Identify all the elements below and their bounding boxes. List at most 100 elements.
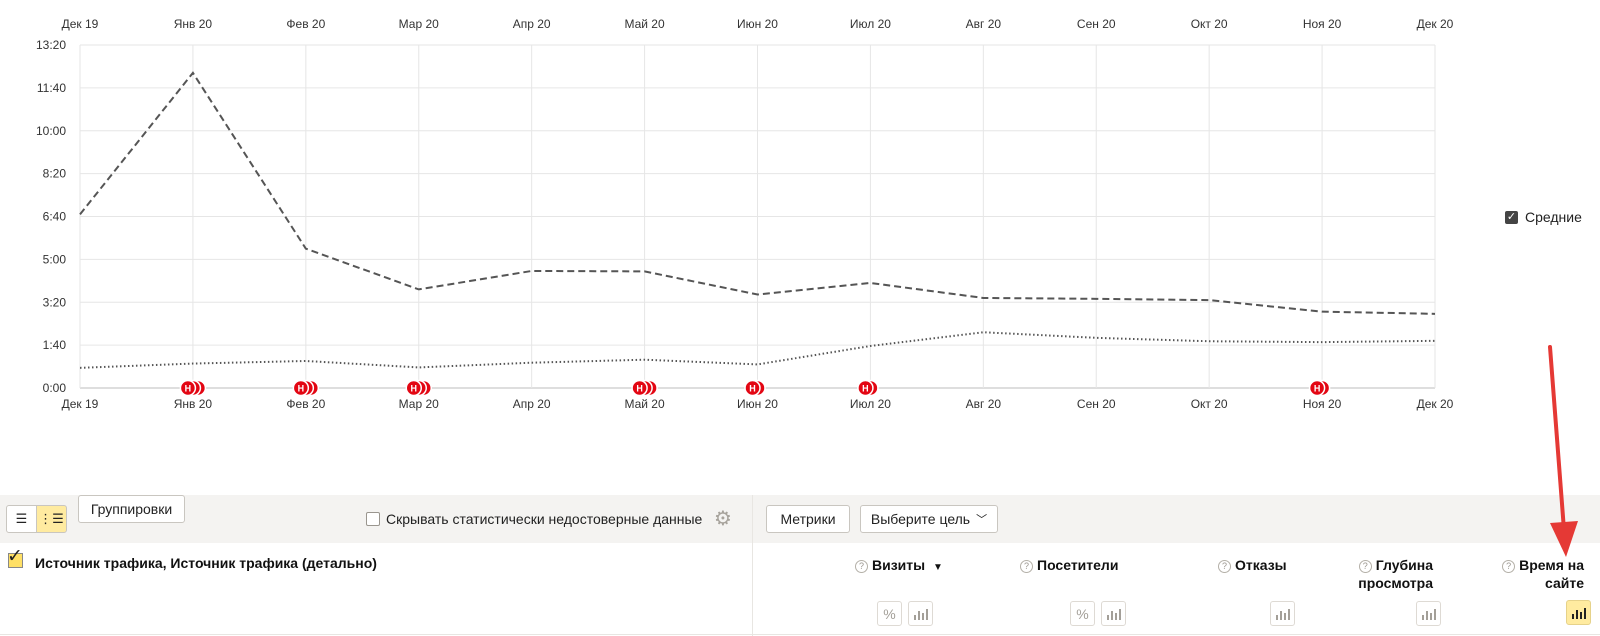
groupings-button[interactable]: Группировки: [78, 495, 185, 523]
bar-chart-icon: [913, 608, 928, 620]
chart-button-page-depth[interactable]: [1416, 601, 1441, 626]
help-icon[interactable]: ?: [1218, 560, 1231, 573]
event-marker: [292, 379, 310, 397]
help-icon[interactable]: ?: [1502, 560, 1516, 573]
list-view-button[interactable]: ☰: [6, 505, 37, 533]
chart-button-bounces[interactable]: [1270, 601, 1295, 626]
bar-chart-icon: [1571, 607, 1586, 619]
x-tick-label-bottom: Июл 20: [850, 397, 891, 411]
x-tick-label-top: Дек 19: [62, 17, 99, 31]
column-time-on-site-line2: сайте: [1545, 575, 1584, 591]
x-tick-label-top: Дек 20: [1417, 17, 1454, 31]
dimensions-checkbox[interactable]: [8, 553, 23, 568]
line-chart-svg: 0:00 1:40 3:20 5:00 6:40 8:20 10:00 11:40 13:20 Д…: [36, 17, 1454, 411]
y-tick-label: 5:00: [43, 252, 67, 266]
chart-button-visitors[interactable]: [1101, 601, 1126, 626]
tree-view-button[interactable]: ⋮☰: [36, 505, 67, 533]
hide-unreliable-checkbox[interactable]: [366, 512, 380, 526]
legend-label: Средние: [1525, 209, 1582, 225]
column-bounces-label: Отказы: [1235, 557, 1287, 573]
view-mode-switch: ☰ ⋮☰: [6, 505, 69, 533]
help-icon[interactable]: ?: [855, 560, 868, 573]
help-icon[interactable]: ?: [1020, 560, 1033, 573]
traffic-chart: 0:00 1:40 3:20 5:00 6:40 8:20 10:00 11:40 13:20 Д…: [36, 17, 1582, 411]
percent-button-visits[interactable]: %: [877, 601, 902, 626]
x-tick-label-top: Июн 20: [737, 17, 778, 31]
y-tick-label: 13:20: [36, 38, 66, 52]
column-bounces[interactable]: ? Отказы: [1218, 556, 1287, 574]
x-tick-label-bottom: Дек 19: [62, 397, 99, 411]
y-tick-label: 10:00: [36, 124, 66, 138]
x-tick-label-top: Июл 20: [850, 17, 891, 31]
column-time-on-site[interactable]: ? Время на сайте: [1500, 556, 1584, 592]
y-tick-label: 1:40: [43, 338, 67, 352]
column-time-on-site-line1: Время на: [1519, 557, 1584, 573]
bar-chart-icon: [1275, 608, 1290, 620]
series-line-dotted: [79, 331, 1436, 369]
y-tick-label: 6:40: [43, 210, 67, 224]
x-tick-label-top: Май 20: [624, 17, 665, 31]
y-tick-label: 0:00: [43, 381, 67, 395]
column-visitors-label: Посетители: [1037, 557, 1119, 573]
x-tick-label-bottom: Мар 20: [399, 397, 439, 411]
event-marker-letter: Н: [862, 384, 869, 394]
y-tick-label: 11:40: [37, 81, 66, 95]
column-visits[interactable]: ? Визиты ▼: [855, 556, 943, 577]
series-line-dashed: [79, 71, 1436, 315]
arrow-head: [1550, 521, 1578, 557]
help-icon[interactable]: ?: [1358, 560, 1372, 573]
x-tick-label-bottom: Окт 20: [1191, 397, 1228, 411]
x-tick-label-bottom: Дек 20: [1417, 397, 1454, 411]
x-tick-label-bottom: Янв 20: [174, 397, 213, 411]
sort-desc-icon[interactable]: ▼: [933, 562, 943, 573]
event-marker: [405, 379, 422, 397]
event-marker-letter: Н: [298, 384, 305, 394]
x-tick-label-bottom: Сен 20: [1077, 397, 1116, 411]
y-tick-label: 3:20: [43, 295, 67, 309]
x-tick-label-top: Окт 20: [1191, 17, 1228, 31]
chart-button-time-on-site[interactable]: [1566, 600, 1591, 625]
event-marker: [1308, 379, 1326, 397]
toolbar-divider: [752, 495, 753, 636]
annotation-arrow: [1548, 345, 1578, 557]
goal-select-value: Выберите цель: [870, 511, 971, 527]
event-marker-letter: Н: [411, 384, 418, 394]
column-page-depth[interactable]: ? Глубина просмотра: [1355, 556, 1433, 592]
x-tick-label-top: Апр 20: [513, 17, 551, 31]
bar-chart-icon: [1106, 608, 1121, 620]
column-page-depth-line2: просмотра: [1358, 575, 1433, 591]
percent-icon: %: [883, 605, 896, 622]
hide-unreliable-toggle[interactable]: Скрывать статистически недостоверные дан…: [366, 511, 702, 527]
x-tick-label-top: Авг 20: [966, 17, 1002, 31]
x-tick-label-bottom: Май 20: [624, 397, 665, 411]
event-marker: [631, 379, 648, 397]
list-icon: ☰: [15, 511, 28, 526]
metrics-button[interactable]: Метрики: [766, 505, 850, 533]
y-tick-label: 8:20: [43, 167, 67, 181]
dimensions-header: Источник трафика, Источник трафика (дета…: [35, 555, 377, 571]
x-tick-label-top: Янв 20: [174, 17, 213, 31]
event-marker: [744, 379, 761, 397]
gear-icon[interactable]: ⚙: [714, 508, 732, 530]
x-tick-label-top: Сен 20: [1077, 17, 1116, 31]
legend-checkbox-icon[interactable]: ✓: [1505, 210, 1518, 224]
percent-icon: %: [1076, 605, 1089, 622]
legend-averages[interactable]: ✓ Средние: [1505, 209, 1582, 225]
x-tick-label-bottom: Ноя 20: [1303, 397, 1342, 411]
checkmark-icon: ✓: [7, 546, 23, 567]
column-visitors[interactable]: ? Посетители: [1020, 556, 1118, 574]
x-tick-label-top: Ноя 20: [1303, 17, 1342, 31]
event-marker-letter: Н: [185, 384, 192, 394]
table-bottom-border: [0, 634, 1600, 635]
x-tick-label-top: Мар 20: [399, 17, 439, 31]
x-tick-label-bottom: Фев 20: [286, 397, 325, 411]
goal-select[interactable]: Выберите цель ﹀: [860, 505, 998, 533]
chart-button-visits[interactable]: [908, 601, 933, 626]
event-marker: [857, 379, 874, 397]
event-marker: [179, 379, 197, 397]
x-tick-label-top: Фев 20: [286, 17, 325, 31]
percent-button-visitors[interactable]: %: [1070, 601, 1095, 626]
event-marker-letter: Н: [749, 384, 756, 394]
hide-unreliable-label: Скрывать статистически недостоверные дан…: [386, 511, 703, 527]
chevron-down-icon: ﹀: [976, 514, 988, 526]
